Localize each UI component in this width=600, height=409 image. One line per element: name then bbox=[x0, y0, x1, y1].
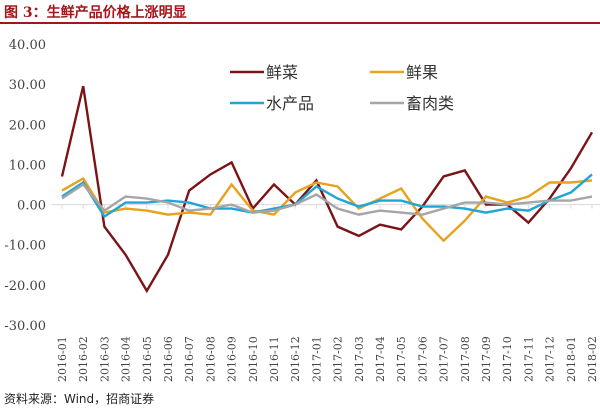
x-tick-label: 2017-08 bbox=[459, 336, 472, 382]
x-tick-label: 2016-10 bbox=[247, 336, 260, 382]
x-tick-label: 2017-12 bbox=[544, 336, 557, 382]
legend-label: 水产品 bbox=[266, 94, 314, 113]
y-tick-label: 0.00 bbox=[17, 199, 46, 214]
x-tick-label: 2016-02 bbox=[77, 336, 90, 382]
x-tick-label: 2017-04 bbox=[374, 336, 387, 382]
legend-label: 畜肉类 bbox=[406, 94, 454, 113]
y-tick-label: -10.00 bbox=[4, 239, 46, 254]
x-tick-label: 2017-11 bbox=[522, 336, 535, 382]
y-tick-label: 20.00 bbox=[9, 118, 46, 133]
series-line-畜肉类 bbox=[61, 182, 593, 216]
x-tick-label: 2016-03 bbox=[98, 336, 111, 382]
x-tick-label: 2016-09 bbox=[226, 336, 239, 382]
x-tick-label: 2018-02 bbox=[586, 336, 599, 382]
x-tick-label: 2016-12 bbox=[289, 336, 302, 382]
x-tick-label: 2017-09 bbox=[480, 336, 493, 382]
y-tick-label: -20.00 bbox=[4, 279, 46, 294]
x-tick-label: 2017-07 bbox=[438, 336, 451, 382]
series-line-水产品 bbox=[61, 173, 593, 219]
x-tick-label: 2016-06 bbox=[162, 336, 175, 382]
source-note: 资料来源：Wind，招商证券 bbox=[4, 392, 155, 406]
x-tick-label: 2016-07 bbox=[183, 336, 196, 382]
y-tick-label: 10.00 bbox=[9, 158, 46, 173]
x-tick-label: 2016-04 bbox=[120, 336, 133, 382]
y-tick-label: 30.00 bbox=[9, 78, 46, 93]
x-tick-label: 2017-10 bbox=[501, 336, 514, 382]
x-tick-label: 2017-02 bbox=[332, 336, 345, 382]
line-chart: 40.00 30.00 20.00 10.00 0.00 -10.00 -20.00 -30.… bbox=[4, 38, 600, 382]
y-tick-label: 40.00 bbox=[9, 38, 46, 53]
x-tick-label: 2017-03 bbox=[353, 336, 366, 382]
x-tick-label: 2016-11 bbox=[268, 336, 281, 382]
series-line-鲜果 bbox=[61, 176, 593, 243]
legend-label: 鲜果 bbox=[406, 63, 438, 82]
x-tick-label: 2016-05 bbox=[141, 336, 154, 382]
x-tick-label: 2017-05 bbox=[395, 336, 408, 382]
x-tick-label: 2016-01 bbox=[56, 336, 69, 382]
x-tick-label: 2017-01 bbox=[310, 336, 323, 382]
y-tick-label: -30.00 bbox=[4, 319, 46, 334]
x-tick-label: 2018-01 bbox=[565, 336, 578, 382]
series-line-鲜菜 bbox=[60, 85, 594, 294]
x-tick-label: 2016-08 bbox=[204, 336, 217, 382]
title-divider bbox=[0, 22, 600, 24]
chart-title: 图 3：生鲜产品价格上涨明显 bbox=[4, 5, 187, 21]
legend-label: 鲜菜 bbox=[266, 63, 298, 82]
x-tick-label: 2017-06 bbox=[416, 336, 429, 382]
